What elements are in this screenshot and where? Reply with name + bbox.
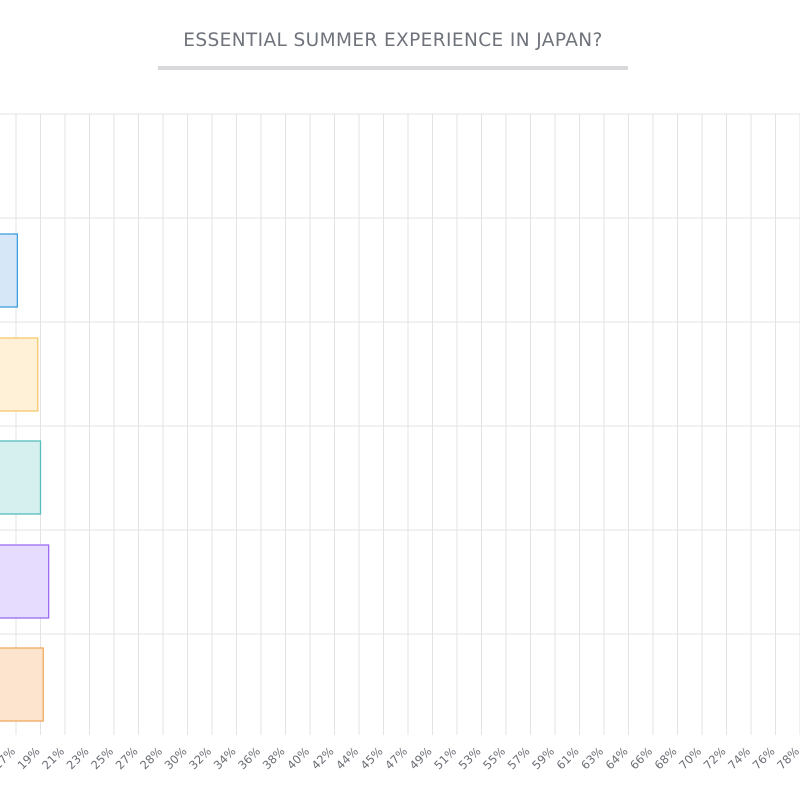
x-tick-label: 74%	[725, 744, 753, 772]
x-tick-label: 40%	[284, 744, 312, 772]
bar	[0, 647, 44, 722]
x-tick-label: 53%	[456, 744, 484, 772]
bar	[0, 233, 19, 308]
x-tick-label: 44%	[333, 744, 361, 772]
bar	[0, 440, 42, 515]
x-tick-label: 66%	[627, 744, 655, 772]
x-tick-label: 49%	[407, 744, 435, 772]
title-underline	[158, 66, 628, 70]
x-tick-label: 78%	[774, 744, 800, 772]
x-tick-label: 42%	[309, 744, 337, 772]
x-tick-label: 34%	[211, 744, 239, 772]
x-tick-label: 51%	[431, 744, 459, 772]
x-tick-label: 72%	[701, 744, 729, 772]
x-tick-label: 25%	[88, 744, 116, 772]
x-tick-label: 57%	[505, 744, 533, 772]
x-tick-label: 68%	[652, 744, 680, 772]
x-tick-label: 32%	[186, 744, 214, 772]
x-tick-label: 21%	[39, 744, 67, 772]
x-tick-label: 45%	[358, 744, 386, 772]
x-tick-label: 28%	[137, 744, 165, 772]
x-tick-label: 27%	[113, 744, 141, 772]
x-tick-label: 64%	[603, 744, 631, 772]
x-tick-label: 36%	[235, 744, 263, 772]
x-tick-label: 59%	[529, 744, 557, 772]
x-tick-label: 63%	[578, 744, 606, 772]
x-tick-label: 30%	[162, 744, 190, 772]
x-tick-label: 76%	[750, 744, 778, 772]
x-tick-label: 70%	[676, 744, 704, 772]
x-tick-label: 61%	[554, 744, 582, 772]
x-tick-label: 23%	[64, 744, 92, 772]
chart-title: ESSENTIAL SUMMER EXPERIENCE IN JAPAN?	[183, 30, 603, 51]
x-tick-label: 47%	[382, 744, 410, 772]
bar	[0, 337, 39, 412]
bar	[0, 544, 50, 619]
x-tick-label: 38%	[260, 744, 288, 772]
x-tick-label: 55%	[480, 744, 508, 772]
x-tick-label: 19%	[15, 744, 43, 772]
x-tick-label: 17%	[0, 744, 18, 772]
